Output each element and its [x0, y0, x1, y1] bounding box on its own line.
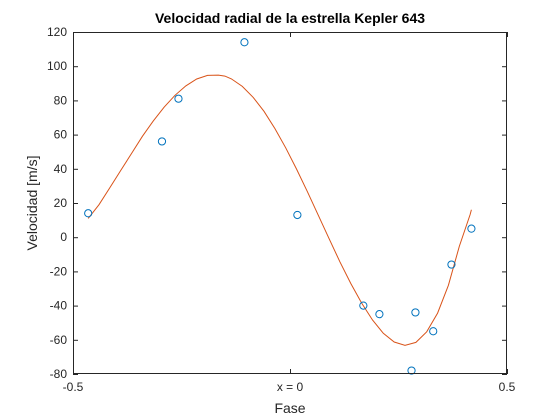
data-point: [293, 210, 302, 220]
fit-curve: [87, 74, 472, 346]
data-point: [411, 308, 420, 317]
data-point: [359, 301, 368, 310]
y-tick-label: 20: [54, 196, 68, 210]
plot-area: [73, 32, 507, 374]
x-tick-label: 0.5: [499, 380, 516, 394]
data-points-layer: [84, 38, 476, 375]
plot-frame: [73, 32, 507, 374]
fit-curve-layer: [87, 74, 472, 346]
data-point: [467, 224, 476, 233]
data-point: [174, 94, 183, 103]
chart-title: Velocidad radial de la estrella Kepler 6…: [155, 10, 425, 26]
data-point: [429, 327, 438, 336]
x-tick-label: x = 0: [277, 380, 304, 394]
data-point: [84, 209, 93, 218]
x-tick-label: -0.5: [63, 380, 84, 394]
y-axis-label: Velocidad [m/s]: [24, 156, 40, 251]
y-tick-label: 100: [47, 59, 67, 73]
y-tick-label: 40: [54, 162, 68, 176]
y-tick-label: -40: [50, 299, 68, 313]
y-tick-label: 120: [47, 25, 67, 39]
y-tick-label: 0: [60, 230, 67, 244]
y-tick-label: -60: [50, 333, 68, 347]
axis-ticks: -80 -60 -40 -20 0 20 40 60 80 100 120 -0.5 x = 0 0.5: [47, 25, 516, 394]
data-point: [447, 260, 456, 269]
y-tick-label: 60: [54, 128, 68, 142]
y-tick-label: 80: [54, 93, 68, 107]
data-point: [407, 366, 416, 375]
data-point: [375, 310, 384, 319]
y-tick-label: -80: [50, 367, 68, 381]
data-point: [240, 38, 249, 47]
x-axis-label: Fase: [274, 400, 305, 416]
data-point: [157, 137, 167, 146]
y-tick-label: -20: [50, 264, 68, 278]
